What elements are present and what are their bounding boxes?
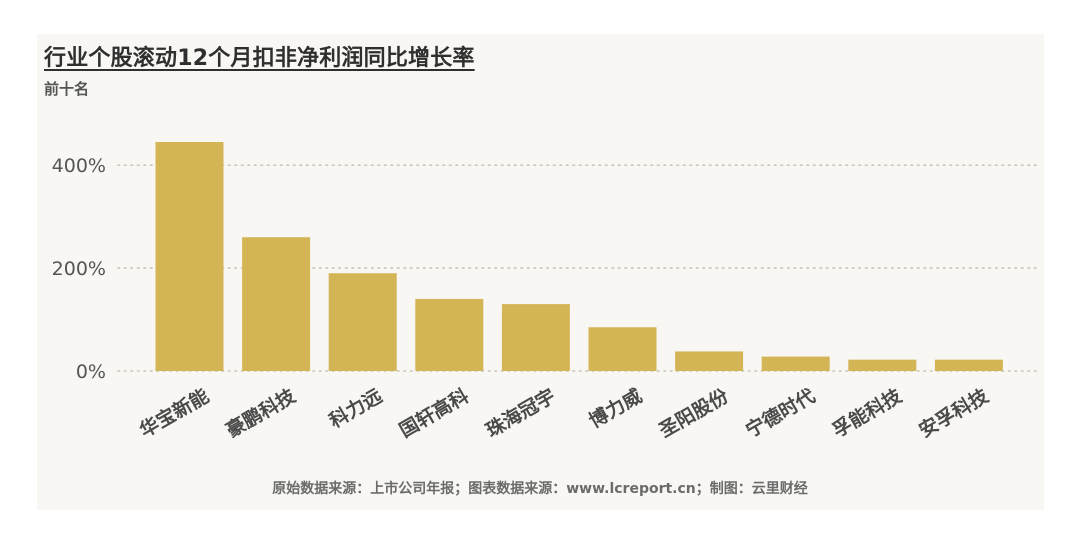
bar-4 xyxy=(415,298,484,371)
bar-1 xyxy=(155,142,224,371)
y-tick-label: 200% xyxy=(52,258,106,280)
bar-5 xyxy=(501,304,570,371)
x-tick-label: 豪鹏科技 xyxy=(222,384,300,442)
y-axis-tick-labels: 0% 200% 400% xyxy=(52,155,106,383)
chart-title: 行业个股滚动12个月扣非净利润同比增长率 xyxy=(44,46,475,71)
bar-2 xyxy=(242,237,311,371)
data-source-note: 原始数据来源：上市公司年报；图表数据来源：www.lcreport.cn；制图：… xyxy=(272,481,808,497)
x-tick-label: 华宝新能 xyxy=(135,384,212,442)
bar-9 xyxy=(848,359,917,371)
bar-8 xyxy=(761,356,830,371)
bar-3 xyxy=(328,273,397,371)
bar-6 xyxy=(588,327,657,371)
y-tick-label: 0% xyxy=(76,361,106,383)
bar-10 xyxy=(934,359,1003,371)
y-tick-label: 400% xyxy=(52,155,106,177)
x-axis-tick-labels: 华宝新能 豪鹏科技 科力远 国轩高科 珠海冠宇 博力威 圣阳股份 宁德时代 孚能科技 安孚科技 xyxy=(135,384,993,442)
x-tick-label: 圣阳股份 xyxy=(655,384,733,442)
x-tick-label: 博力威 xyxy=(585,384,646,432)
x-tick-label: 安孚科技 xyxy=(915,384,993,442)
x-tick-label: 科力远 xyxy=(325,384,386,432)
bars xyxy=(155,142,1003,371)
chart-subtitle: 前十名 xyxy=(44,80,90,98)
x-tick-label: 孚能科技 xyxy=(828,384,906,442)
bar-7 xyxy=(675,351,744,371)
x-tick-label: 国轩高科 xyxy=(395,384,472,442)
x-tick-label: 珠海冠宇 xyxy=(482,384,559,442)
x-tick-label: 宁德时代 xyxy=(742,384,819,442)
